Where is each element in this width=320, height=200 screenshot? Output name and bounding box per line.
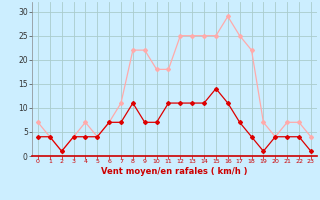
X-axis label: Vent moyen/en rafales ( km/h ): Vent moyen/en rafales ( km/h ) <box>101 167 248 176</box>
